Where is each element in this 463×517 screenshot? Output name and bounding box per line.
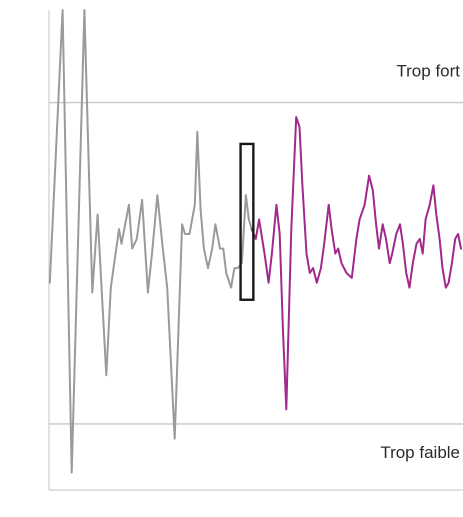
- marker-layer: [239, 142, 255, 301]
- series-line-0: [48, 9, 253, 474]
- series-lines: [48, 9, 462, 474]
- threshold-lines: Trop fort Trop faible: [49, 62, 463, 462]
- threshold-label-1: Trop faible: [380, 443, 460, 462]
- playhead-marker[interactable]: [239, 142, 255, 301]
- threshold-label-0: Trop fort: [396, 62, 460, 81]
- series-line-1: [250, 116, 462, 411]
